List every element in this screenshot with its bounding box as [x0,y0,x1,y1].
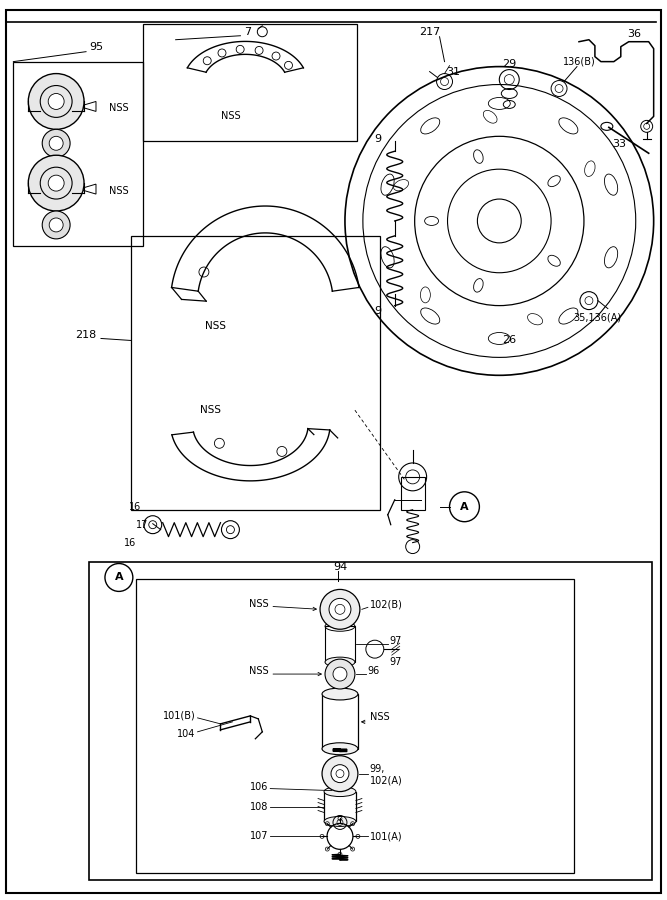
Text: 94: 94 [333,562,347,572]
Bar [322,694,358,749]
Text: NSS: NSS [109,104,129,113]
Bar [136,580,574,873]
Text: NSS: NSS [109,186,129,196]
Text: 17: 17 [136,519,149,530]
Text: 29: 29 [502,58,516,68]
Circle shape [28,155,84,211]
Ellipse shape [322,688,358,700]
Text: 35,136(A): 35,136(A) [573,312,621,322]
Circle shape [335,605,345,615]
Text: A: A [460,502,469,512]
Text: 97: 97 [390,657,402,667]
Circle shape [48,94,64,110]
Ellipse shape [324,816,356,826]
Bar [13,61,143,246]
Bar [401,477,425,509]
Text: 9: 9 [375,134,382,144]
Circle shape [40,86,72,117]
Text: 106: 106 [250,781,268,792]
Circle shape [42,130,70,158]
Text: 99,: 99, [370,764,386,774]
Circle shape [28,74,84,130]
Text: 136(B): 136(B) [562,57,596,67]
Text: 104: 104 [177,729,195,739]
Text: 101(A): 101(A) [370,832,402,842]
Text: 95: 95 [89,41,103,51]
Text: 97: 97 [390,636,402,646]
Bar [131,236,380,509]
Circle shape [320,590,360,629]
Bar [325,626,355,662]
Circle shape [42,211,70,239]
Text: 16: 16 [129,502,141,512]
Circle shape [49,136,63,150]
Circle shape [331,765,349,783]
Text: NSS: NSS [221,112,240,122]
Circle shape [325,659,355,689]
Text: 26: 26 [502,336,516,346]
Text: 102(B): 102(B) [370,599,403,609]
Bar [324,792,356,822]
Text: 7: 7 [244,27,251,37]
Ellipse shape [324,787,356,796]
Circle shape [48,176,64,191]
Circle shape [322,756,358,792]
Text: 33: 33 [612,140,626,149]
Bar [143,23,357,141]
Text: 16: 16 [123,537,136,547]
Text: A: A [115,572,123,582]
Text: 101(B): 101(B) [163,711,195,721]
Text: 102(A): 102(A) [370,776,403,786]
Text: 217: 217 [419,27,440,37]
Text: 31: 31 [446,67,460,76]
Text: NSS: NSS [249,666,268,676]
Text: NSS: NSS [249,599,268,609]
Bar [89,562,652,880]
Text: NSS: NSS [200,405,221,415]
Ellipse shape [325,657,355,667]
Circle shape [329,598,351,620]
Text: NSS: NSS [370,712,390,722]
Circle shape [333,667,347,681]
Text: 108: 108 [250,802,268,812]
Text: 218: 218 [75,330,97,340]
Text: NSS: NSS [205,320,226,330]
Circle shape [49,218,63,232]
Text: 36: 36 [627,29,641,39]
Circle shape [40,167,72,199]
Ellipse shape [322,742,358,755]
Text: 96: 96 [368,666,380,676]
Text: 107: 107 [249,832,268,842]
Text: 9: 9 [375,306,382,316]
